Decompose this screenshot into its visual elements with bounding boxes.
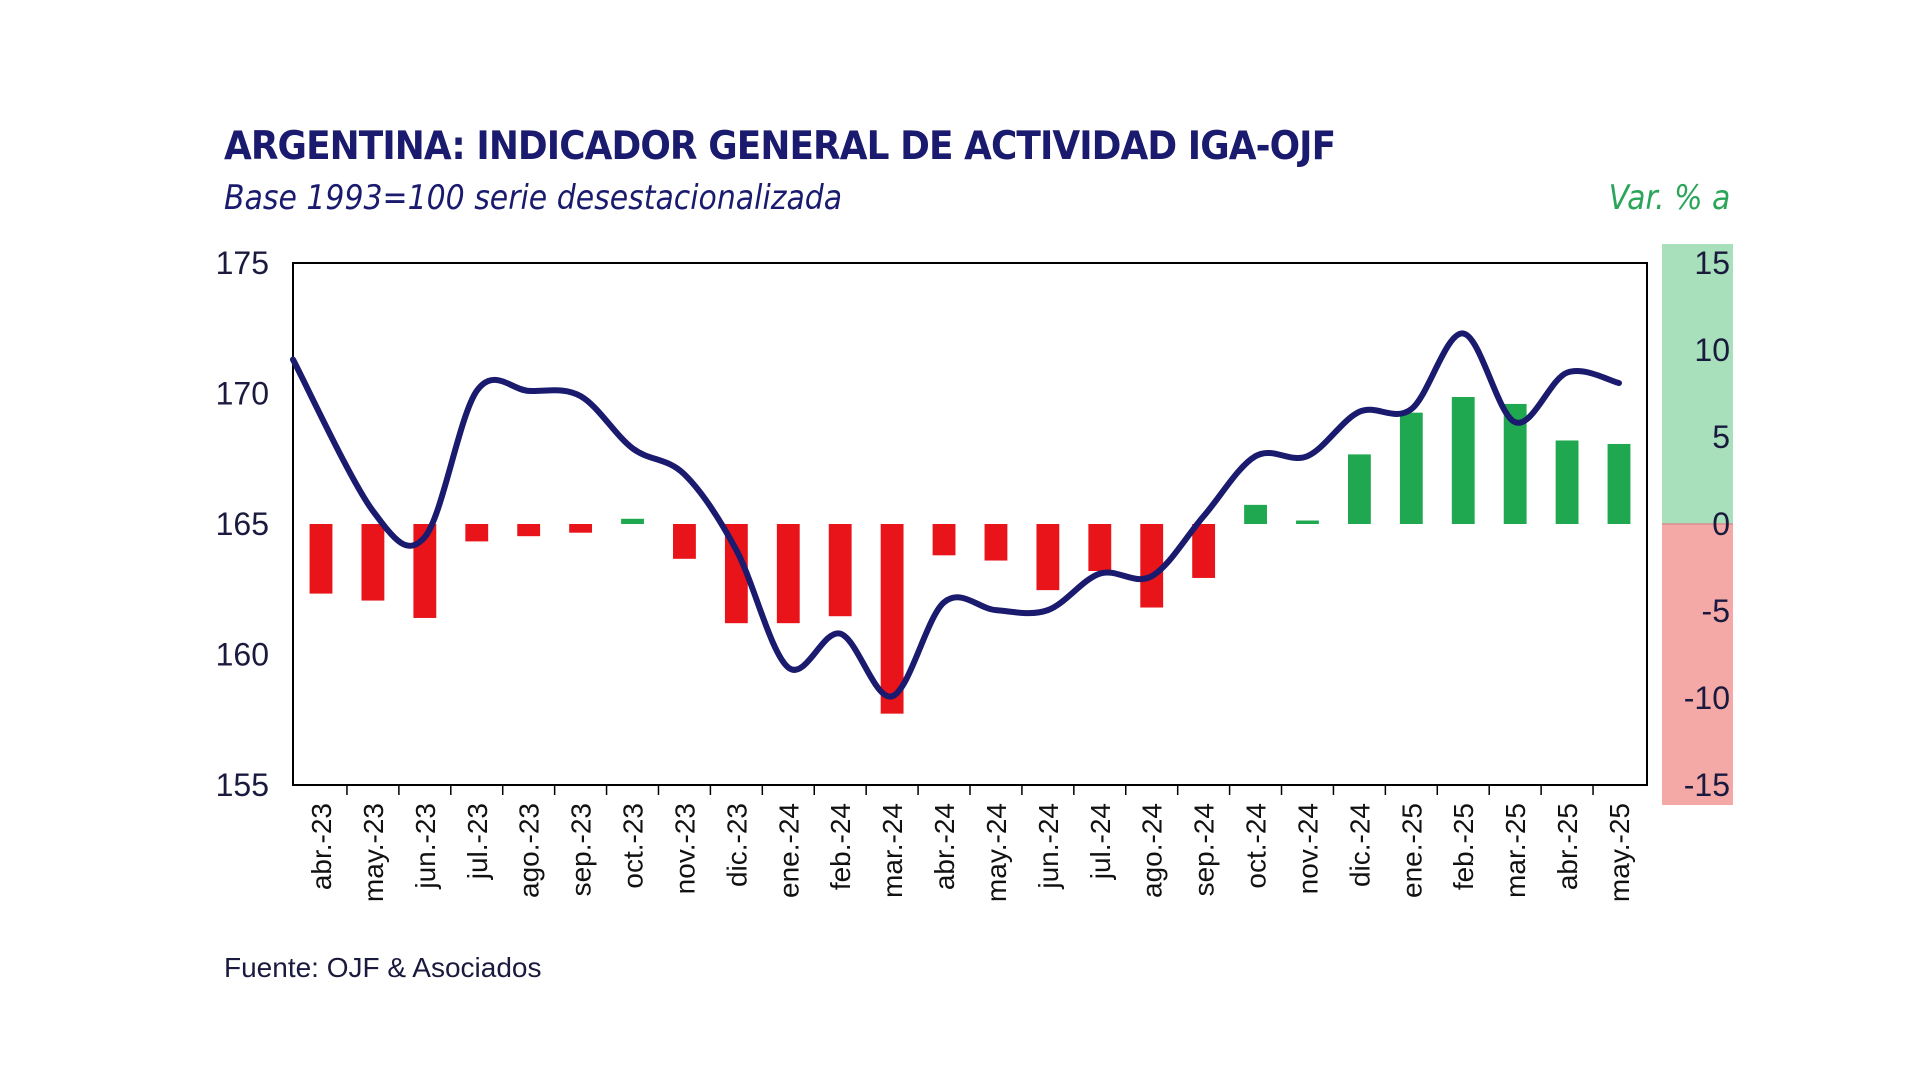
bar-dic.-23 — [724, 524, 748, 624]
x-tick-label: ago.-24 — [1137, 803, 1168, 898]
bar-nov.-23 — [673, 524, 696, 559]
x-tick-label: mar.-24 — [877, 803, 908, 898]
left-tick-label: 170 — [216, 376, 269, 412]
right-tick-label: 15 — [1694, 245, 1730, 281]
right-tick-label: 0 — [1712, 506, 1730, 542]
right-axis-label: Var. % a — [1608, 178, 1730, 218]
bar-feb.-24 — [828, 524, 852, 617]
left-tick-label: 165 — [216, 506, 269, 542]
right-tick-label: -5 — [1702, 593, 1730, 629]
x-tick-label: oct.-23 — [618, 803, 649, 889]
x-tick-label: ago.-23 — [514, 803, 545, 898]
right-tick-label: -10 — [1684, 680, 1730, 716]
x-tick-label: oct.-24 — [1241, 803, 1272, 889]
right-tick-label: 10 — [1694, 332, 1730, 368]
x-tick-label: feb.-24 — [825, 803, 856, 890]
x-tick-label: ene.-24 — [773, 803, 804, 898]
bar-ago.-23 — [517, 524, 541, 537]
bar-ene.-25 — [1399, 412, 1423, 524]
right-tick-label: -15 — [1684, 767, 1730, 803]
chart-title: ARGENTINA: INDICADOR GENERAL DE ACTIVIDA… — [224, 124, 1336, 169]
negative-band — [1662, 524, 1733, 805]
left-tick-label: 160 — [216, 637, 269, 673]
index-line — [290, 330, 1622, 700]
x-tick-label: may.-25 — [1604, 803, 1635, 902]
bar-oct.-24 — [1244, 504, 1267, 524]
bar-may.-25 — [1607, 443, 1631, 524]
x-tick-label: abr.-25 — [1552, 803, 1583, 890]
x-tick-label: mar.-25 — [1500, 803, 1531, 898]
x-tick-label: jul.-23 — [462, 803, 493, 880]
bar-sep.-24 — [1192, 524, 1216, 578]
left-tick-label: 175 — [216, 245, 269, 281]
bar-abr.-23 — [309, 524, 333, 594]
plot-frame — [292, 262, 1648, 786]
x-tick-label: nov.-23 — [669, 803, 700, 894]
x-tick-label: dic.-23 — [721, 803, 752, 887]
x-tick-label: ene.-25 — [1396, 803, 1427, 898]
bar-dic.-24 — [1347, 454, 1371, 524]
x-tick-label: nov.-24 — [1292, 803, 1323, 894]
bar-feb.-25 — [1451, 396, 1475, 524]
x-tick-label: sep.-24 — [1189, 803, 1220, 896]
bar-ago.-24 — [1140, 524, 1164, 608]
bar-jun.-24 — [1036, 524, 1060, 591]
bar-jul.-23 — [465, 524, 489, 542]
x-tick-label: abr.-23 — [306, 803, 337, 890]
chart-subtitle: Base 1993=100 serie desestacionalizada — [224, 178, 843, 218]
x-tick-label: jun.-23 — [410, 803, 441, 890]
right-tick-label: 5 — [1712, 419, 1730, 455]
bar-may.-24 — [984, 524, 1008, 561]
x-tick-label: feb.-25 — [1448, 803, 1479, 890]
positive-band — [1662, 244, 1733, 524]
bar-jul.-24 — [1088, 524, 1112, 571]
bar-oct.-23 — [621, 518, 644, 524]
bar-nov.-24 — [1296, 520, 1319, 524]
left-tick-label: 155 — [216, 767, 269, 803]
bar-abr.-24 — [932, 524, 956, 556]
bar-may.-23 — [361, 524, 385, 601]
bar-abr.-25 — [1555, 440, 1579, 524]
x-tick-label: sep.-23 — [566, 803, 597, 896]
bar-mar.-24 — [880, 524, 904, 714]
x-tick-label: dic.-24 — [1344, 803, 1375, 887]
bar-mar.-25 — [1503, 403, 1527, 524]
x-tick-label: may.-23 — [358, 803, 389, 902]
x-tick-label: may.-24 — [981, 803, 1012, 902]
bar-sep.-23 — [569, 524, 593, 533]
x-tick-label: jul.-24 — [1085, 803, 1116, 880]
x-tick-label: jun.-24 — [1033, 803, 1064, 890]
x-tick-label: abr.-24 — [929, 803, 960, 890]
bar-ene.-24 — [776, 524, 800, 624]
source-note: Fuente: OJF & Asociados — [224, 952, 542, 983]
bar-jun.-23 — [413, 524, 437, 618]
